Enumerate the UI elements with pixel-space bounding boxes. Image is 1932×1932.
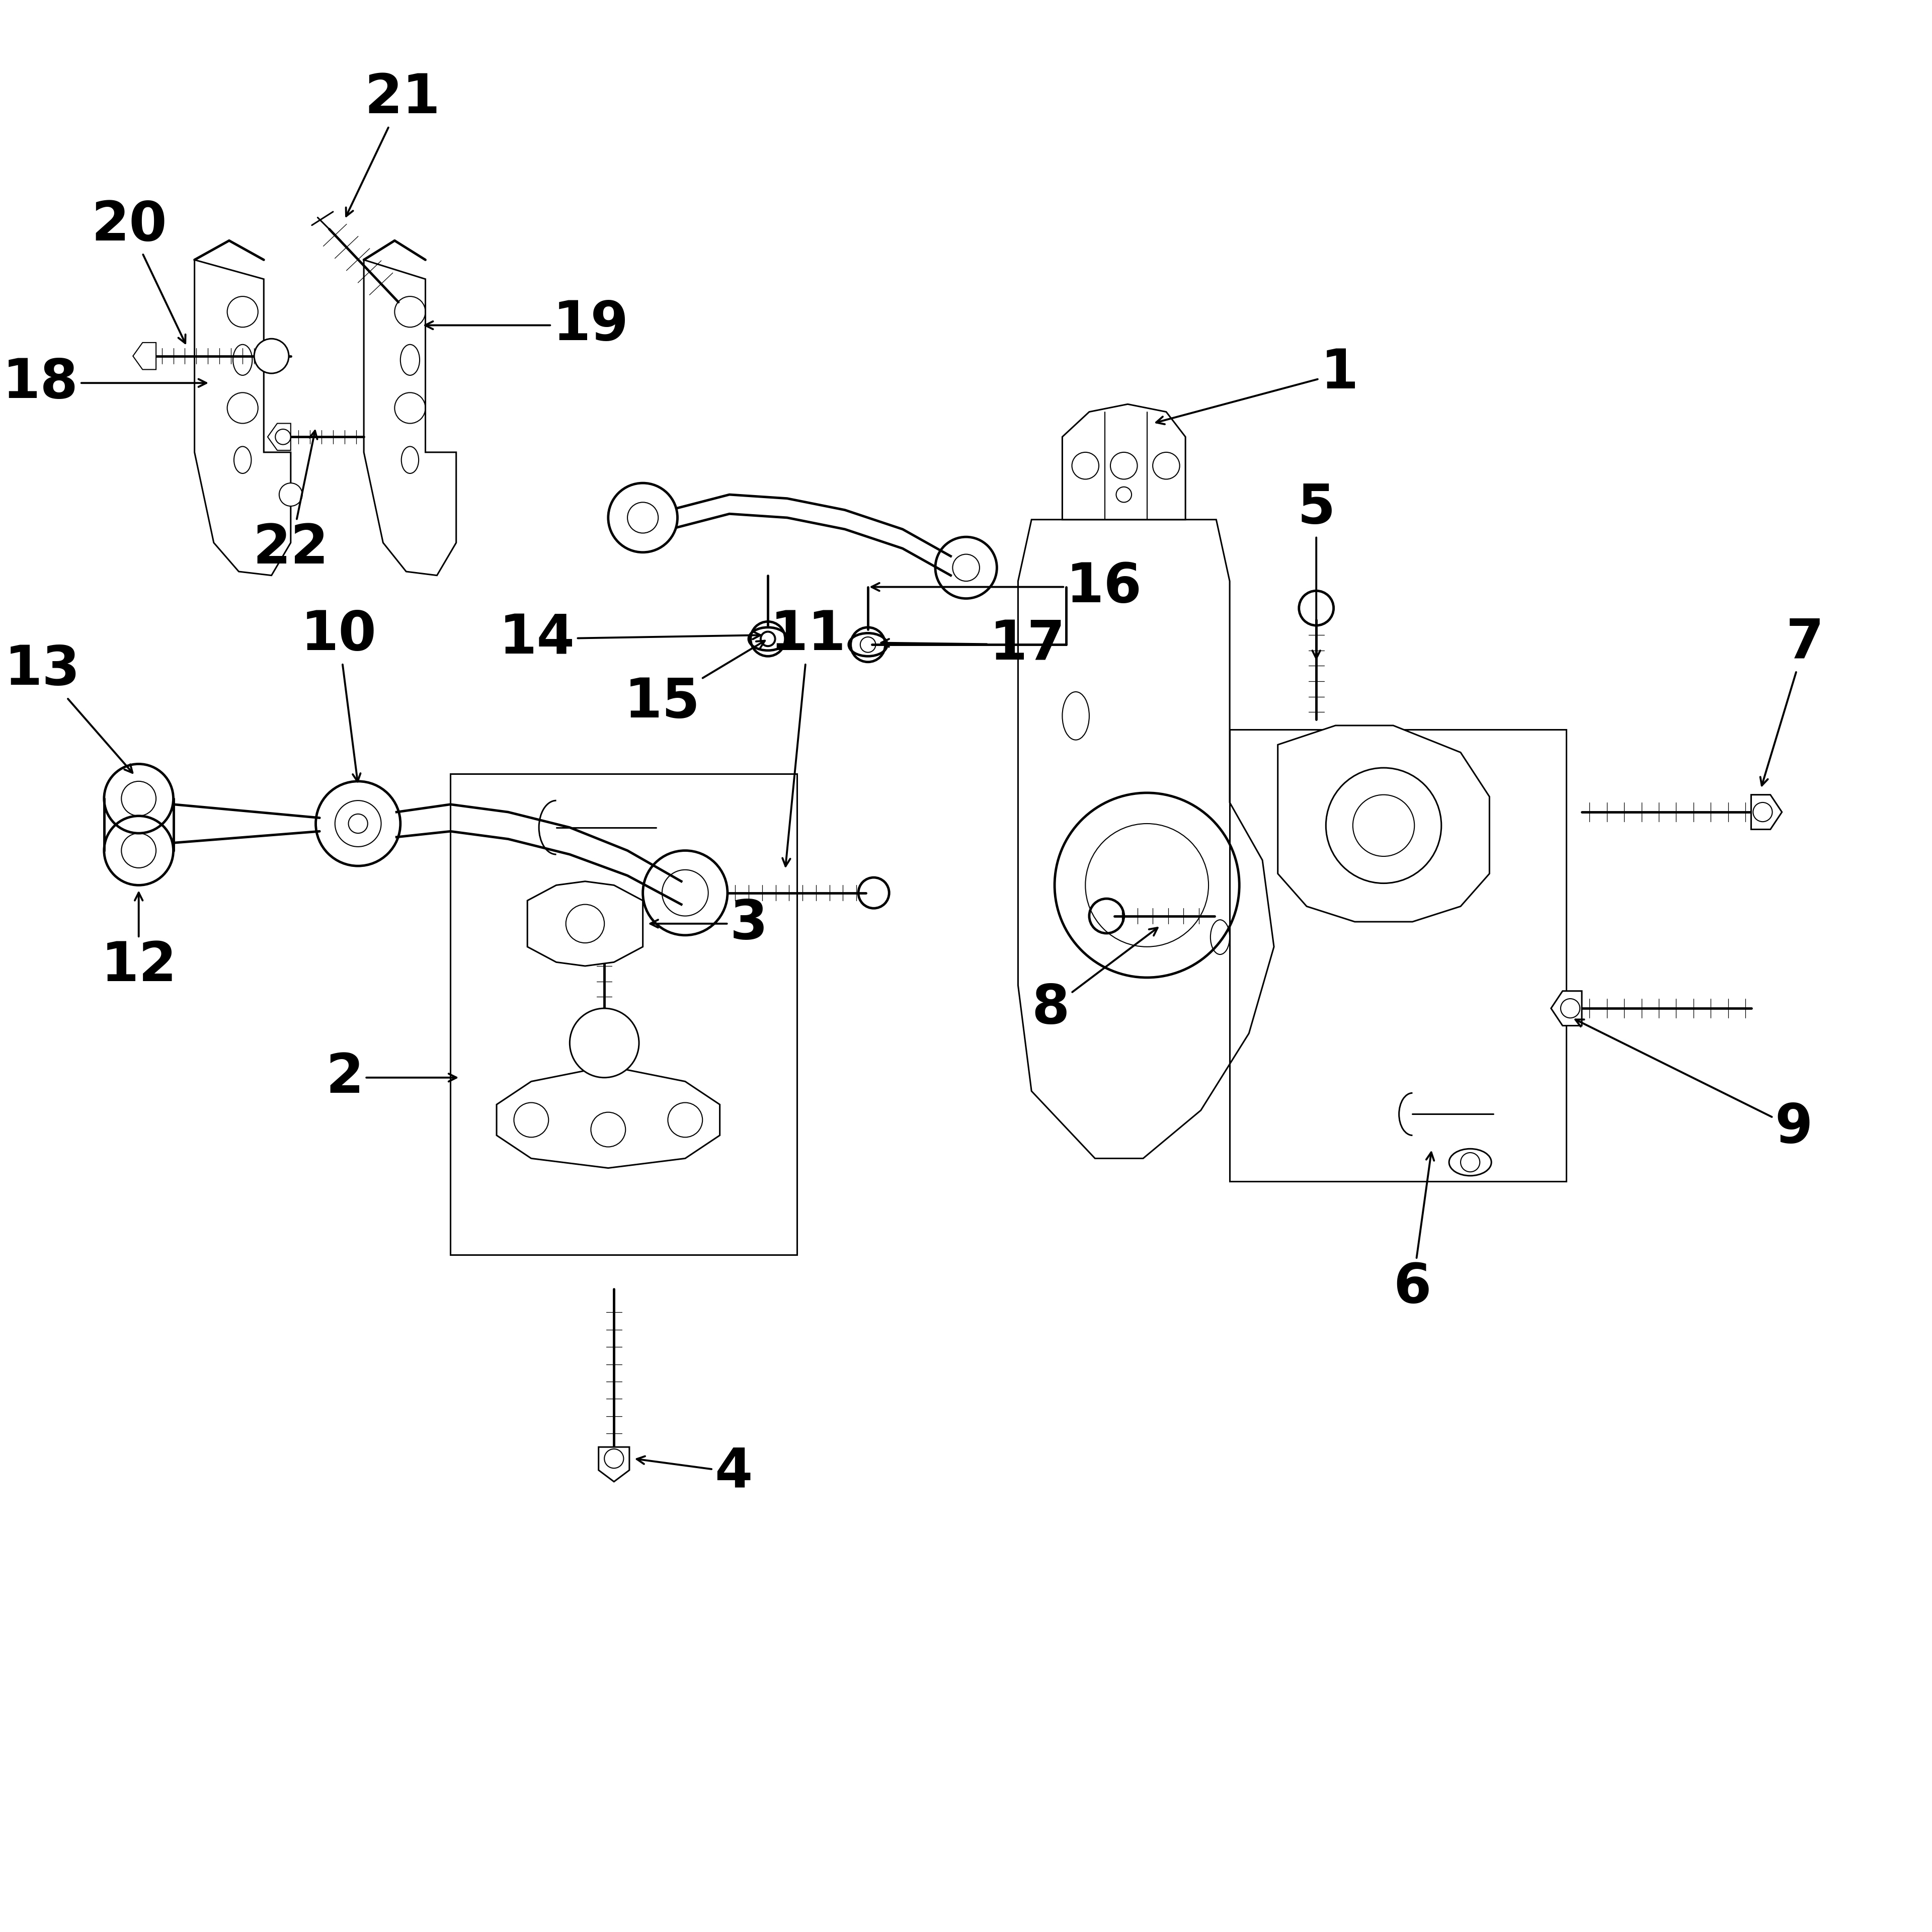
Polygon shape [599, 1447, 630, 1482]
Polygon shape [195, 259, 290, 576]
Text: 3: 3 [651, 896, 767, 951]
Polygon shape [269, 423, 290, 450]
Text: 17: 17 [881, 618, 1066, 670]
Text: 6: 6 [1393, 1151, 1434, 1314]
Polygon shape [527, 881, 643, 966]
Text: 8: 8 [1032, 927, 1157, 1036]
Text: 9: 9 [1575, 1020, 1812, 1153]
Text: 22: 22 [253, 431, 328, 576]
Text: 11: 11 [771, 609, 846, 866]
Text: 13: 13 [4, 643, 133, 773]
Text: 4: 4 [638, 1445, 752, 1499]
Polygon shape [1277, 726, 1490, 922]
Polygon shape [363, 259, 456, 576]
Polygon shape [497, 1066, 721, 1169]
Text: 19: 19 [425, 299, 628, 352]
Polygon shape [1063, 404, 1186, 520]
Text: 14: 14 [498, 612, 761, 665]
Text: 2: 2 [327, 1051, 456, 1105]
Text: 12: 12 [100, 893, 176, 993]
Text: 7: 7 [1760, 616, 1824, 786]
Text: 16: 16 [871, 560, 1142, 614]
Bar [1229, 730, 1567, 1182]
Polygon shape [133, 342, 156, 369]
Text: 15: 15 [624, 641, 765, 728]
Bar [450, 773, 796, 1254]
Text: 1: 1 [1155, 346, 1358, 425]
Polygon shape [1551, 991, 1582, 1026]
Circle shape [278, 483, 301, 506]
Circle shape [255, 338, 288, 373]
Text: 20: 20 [91, 199, 185, 344]
Text: 21: 21 [346, 71, 440, 216]
Text: 10: 10 [301, 609, 377, 782]
Circle shape [570, 1009, 639, 1078]
Polygon shape [1018, 520, 1273, 1159]
Text: 5: 5 [1296, 481, 1335, 659]
Text: 18: 18 [2, 355, 207, 410]
Polygon shape [1750, 794, 1781, 829]
